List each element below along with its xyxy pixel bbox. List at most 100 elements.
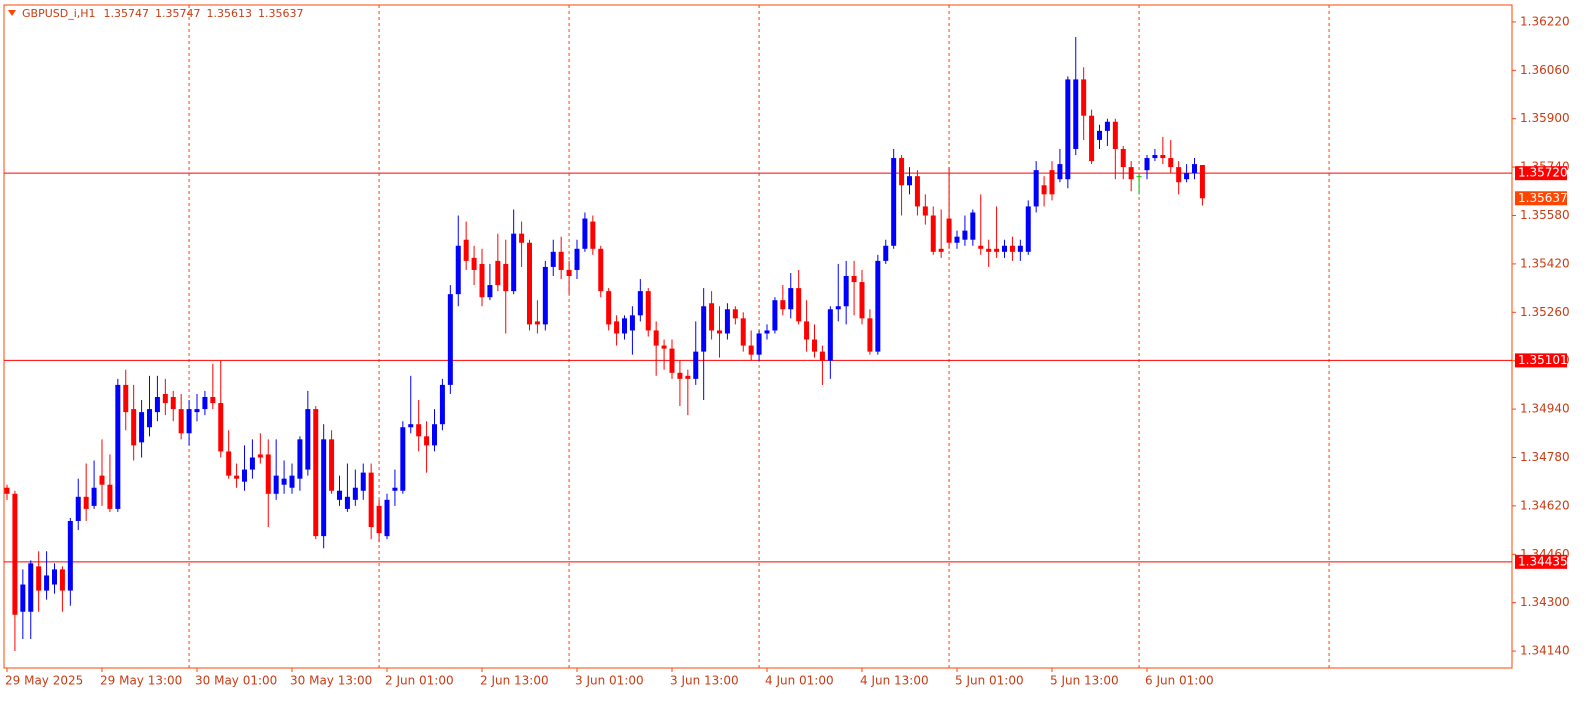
candle-body	[59, 569, 65, 591]
level-label: 1.34435	[1518, 554, 1568, 568]
candle-body	[542, 266, 548, 325]
candle-body	[305, 409, 311, 470]
candle-body	[685, 375, 691, 379]
candle-body	[748, 345, 754, 355]
candle-body	[946, 218, 952, 243]
x-tick-label: 29 May 2025	[5, 674, 83, 688]
y-tick-label: 1.35580	[1520, 208, 1570, 222]
y-tick-label: 1.34620	[1520, 498, 1570, 512]
header-high: 1.35747	[155, 7, 201, 20]
candle-body	[922, 206, 928, 216]
candle-body	[265, 454, 271, 494]
candle-body	[273, 475, 279, 494]
candle-body	[400, 427, 406, 491]
y-tick-label: 1.36220	[1520, 14, 1570, 28]
candle-body	[867, 318, 873, 352]
candle-body	[978, 245, 984, 249]
candle-body	[637, 291, 643, 316]
level-label: 1.35720	[1518, 166, 1568, 180]
candle-body	[511, 233, 517, 292]
candle-body	[1176, 167, 1182, 183]
candle-body	[1033, 170, 1039, 207]
candle-body	[281, 478, 287, 485]
candle-body	[645, 291, 651, 331]
candle-body	[1199, 165, 1205, 199]
x-tick-label: 4 Jun 01:00	[765, 674, 834, 688]
candle-body	[843, 276, 849, 307]
candle-body	[249, 457, 255, 470]
candle-body	[883, 245, 889, 261]
level-label-box	[1515, 554, 1567, 569]
candle-body	[392, 487, 398, 491]
candle-body	[764, 330, 770, 334]
header-close: 1.35637	[258, 7, 304, 20]
x-tick-label: 5 Jun 01:00	[955, 674, 1024, 688]
candle-body	[550, 251, 556, 267]
candle-body	[740, 318, 746, 346]
y-tick-label: 1.35900	[1520, 111, 1570, 125]
candle-body	[693, 351, 699, 379]
candle-body	[75, 496, 81, 522]
candle-body	[20, 584, 26, 612]
candle-body	[1057, 164, 1063, 180]
candle-body	[772, 300, 778, 331]
candle-body	[1009, 245, 1015, 252]
candle-body	[1168, 158, 1174, 168]
candle-body	[994, 248, 1000, 252]
candle-body	[99, 475, 105, 485]
candle-body	[162, 393, 168, 404]
candle-body	[1136, 176, 1142, 178]
candle-body	[455, 245, 461, 295]
candle-body	[614, 321, 620, 334]
candle-body	[344, 496, 350, 509]
candle-body	[962, 230, 968, 240]
x-tick-label: 2 Jun 13:00	[480, 674, 549, 688]
candle-body	[432, 424, 437, 446]
candle-body	[1144, 158, 1150, 171]
candle-body	[4, 487, 10, 494]
candle-body	[590, 221, 596, 249]
candle-body	[629, 315, 635, 331]
chart-title: GBPUSD_i,H1	[22, 7, 96, 20]
candle-body	[732, 309, 738, 319]
candle-body	[1049, 170, 1055, 195]
candle-body	[851, 276, 857, 283]
level-label: 1.35101	[1518, 353, 1568, 367]
candle-body	[91, 487, 97, 506]
candle-body	[756, 333, 762, 355]
candle-body	[1097, 130, 1102, 140]
candle-body	[1002, 245, 1007, 252]
x-tick-label: 3 Jun 13:00	[670, 674, 739, 688]
candle-body	[321, 439, 327, 537]
candle-body	[289, 475, 295, 488]
candle-body	[819, 351, 825, 361]
candle-body	[416, 424, 422, 437]
candle-body	[970, 212, 976, 240]
candle-body	[827, 309, 833, 361]
candle-body	[891, 158, 897, 246]
candle-body	[115, 384, 121, 509]
candle-body	[527, 242, 532, 325]
candle-body	[1081, 79, 1087, 116]
candle-body	[131, 409, 137, 446]
candle-body	[202, 396, 208, 410]
candle-body	[178, 409, 184, 434]
candle-body	[1089, 115, 1095, 162]
candle-body	[1104, 121, 1110, 131]
candle-body	[653, 330, 659, 346]
candle-body	[907, 176, 912, 186]
candle-body	[914, 176, 920, 207]
candle-body	[1120, 148, 1126, 168]
candle-body	[1152, 155, 1158, 159]
level-label-box	[1515, 166, 1567, 181]
candle-body	[439, 384, 445, 425]
candle-body	[622, 318, 627, 334]
candle-body	[534, 321, 540, 325]
candle-body	[123, 384, 129, 413]
candle-body	[788, 288, 794, 310]
y-tick-label: 1.35420	[1520, 256, 1570, 270]
candle-body	[938, 248, 944, 252]
x-tick-label: 3 Jun 01:00	[575, 674, 644, 688]
header-open: 1.35747	[104, 7, 150, 20]
